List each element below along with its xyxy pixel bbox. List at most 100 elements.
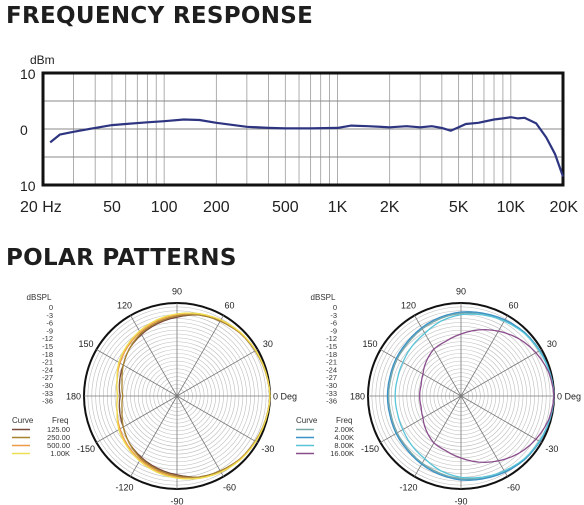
angle-label: -60: [223, 482, 236, 492]
y-tick-label: 10: [20, 66, 36, 82]
polar-patterns-title: POLAR PATTERNS: [6, 245, 237, 271]
r-tick-label: -33: [42, 389, 53, 398]
angle-label: -30: [545, 444, 558, 454]
angle-label: 0 Deg: [273, 392, 297, 402]
x-tick-label: 50: [103, 199, 121, 216]
angle-label: 180: [350, 392, 365, 402]
legend-label: 2.00K: [334, 425, 354, 434]
polar-spoke: [460, 315, 508, 397]
legend-header-curve: Curve: [296, 416, 318, 425]
r-tick-label: -9: [46, 326, 53, 335]
response-curve: [49, 116, 565, 177]
polar-spoke: [460, 349, 542, 397]
angle-label: 30: [547, 339, 557, 349]
plot-frame: [41, 71, 565, 187]
r-tick-label: -3: [46, 311, 53, 320]
r-tick-label: -18: [42, 350, 53, 359]
angle-label: -30: [261, 444, 274, 454]
polar-spoke: [176, 395, 258, 443]
x-tick-label: 1K: [328, 199, 348, 216]
angle-label: -90: [454, 497, 467, 505]
x-tick-label: 2K: [380, 199, 400, 216]
legend-label: 125.00: [47, 425, 70, 434]
r-tick-label: -21: [326, 358, 337, 367]
angle-label: 30: [263, 339, 273, 349]
polar-curve: [121, 313, 271, 479]
legend-label: 4.00K: [334, 433, 354, 442]
x-tick-label: 200: [203, 199, 230, 216]
r-tick-label: 0: [49, 303, 53, 312]
legend-header-freq: Freq: [52, 416, 68, 425]
r-tick-label: -3: [330, 311, 337, 320]
x-tick-label: 500: [272, 199, 299, 216]
angle-label: 180: [66, 392, 81, 402]
polar-spoke: [460, 395, 508, 477]
legend-header-freq: Freq: [336, 416, 352, 425]
polar-curve: [394, 313, 555, 479]
y-axis-label: dBm: [30, 53, 55, 67]
polar-spoke: [176, 395, 224, 477]
r-tick-label: -36: [326, 397, 337, 406]
angle-label: 150: [363, 339, 378, 349]
polar-spoke: [130, 395, 178, 477]
polar-spoke: [380, 395, 462, 443]
r-tick-label: -27: [42, 373, 53, 382]
polar-spoke: [176, 315, 224, 397]
y-tick-label: 10: [20, 178, 36, 194]
angle-label: -120: [115, 482, 133, 492]
angle-label: 60: [508, 301, 518, 311]
x-tick-label: 10K: [497, 199, 526, 216]
polar-spoke: [96, 395, 178, 443]
y-tick-label: 0: [20, 122, 28, 138]
polar-spoke: [130, 315, 178, 397]
angle-label: -150: [77, 444, 95, 454]
x-tick-label: 20 Hz: [20, 199, 62, 216]
r-axis-label: dBSPL: [27, 293, 52, 302]
polar-spoke: [380, 349, 462, 397]
angle-label: 120: [117, 301, 132, 311]
angle-label: -60: [507, 482, 520, 492]
legend-label: 1.00K: [50, 449, 70, 458]
r-tick-label: -27: [326, 373, 337, 382]
x-tick-label: 5K: [449, 199, 469, 216]
r-tick-label: -9: [330, 326, 337, 335]
angle-label: 60: [224, 301, 234, 311]
r-tick-label: -15: [42, 342, 53, 351]
angle-label: 90: [172, 287, 182, 297]
r-tick-label: -21: [42, 358, 53, 367]
angle-label: 150: [79, 339, 94, 349]
polar-curve: [419, 328, 555, 464]
r-tick-label: -30: [326, 381, 337, 390]
polar-spoke: [96, 349, 178, 397]
legend-label: 500.00: [47, 441, 70, 450]
r-tick-label: 0: [333, 303, 337, 312]
r-tick-label: -36: [42, 397, 53, 406]
x-tick-label: 100: [151, 199, 178, 216]
legend-label: 16.00K: [330, 449, 354, 458]
polar-curve: [386, 311, 555, 481]
x-tick-label: 20K: [550, 199, 579, 216]
r-tick-label: -30: [42, 381, 53, 390]
angle-label: 0 Deg: [557, 392, 581, 402]
r-tick-label: -24: [42, 365, 53, 374]
polar-spoke: [176, 349, 258, 397]
legend-header-curve: Curve: [12, 416, 34, 425]
r-tick-label: -24: [326, 365, 337, 374]
r-tick-label: -12: [326, 334, 337, 343]
r-tick-label: -6: [330, 319, 337, 328]
angle-label: -120: [399, 482, 417, 492]
r-tick-label: -33: [326, 389, 337, 398]
polar-curve: [116, 312, 271, 480]
angle-label: 90: [456, 287, 466, 297]
r-tick-label: -12: [42, 334, 53, 343]
legend-label: 8.00K: [334, 441, 354, 450]
r-tick-label: -18: [326, 350, 337, 359]
r-axis-label: dBSPL: [311, 293, 336, 302]
angle-label: 120: [401, 301, 416, 311]
r-tick-label: -15: [326, 342, 337, 351]
angle-label: -150: [361, 444, 379, 454]
polar-spoke: [460, 395, 542, 443]
